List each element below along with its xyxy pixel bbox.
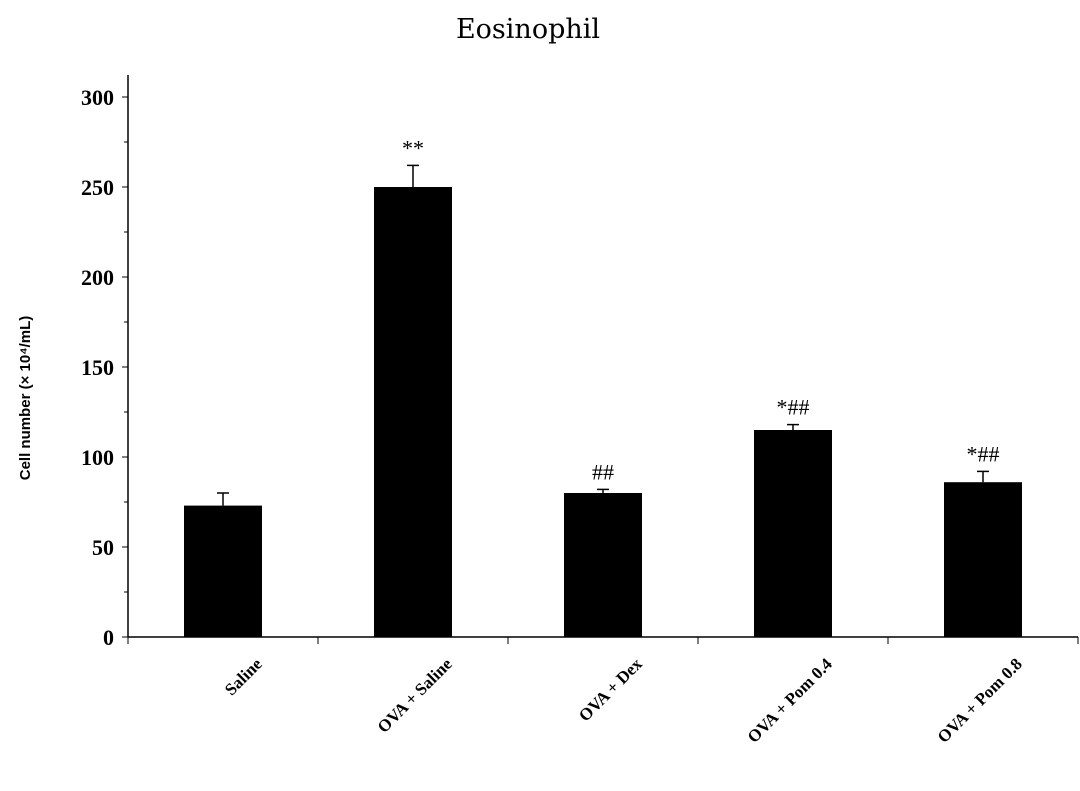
- bar-1: [184, 505, 262, 637]
- x-tick-label: OVA + Dex: [575, 654, 646, 725]
- y-tick-label: 250: [81, 175, 114, 200]
- y-tick-label: 200: [81, 265, 114, 290]
- x-tick-label: OVA + Pom 0.8: [934, 654, 1026, 746]
- y-ticks: 0 50 100 150 200 250 300: [81, 85, 128, 650]
- bars: ** ## *## *##: [184, 135, 1022, 637]
- bar-5: [944, 482, 1022, 637]
- y-tick-label: 300: [81, 85, 114, 110]
- x-ticks: Saline OVA + Saline OVA + Dex OVA + Pom 0.4…: [127, 637, 1079, 747]
- bar-2: [374, 187, 452, 637]
- x-tick-label: Saline: [221, 654, 266, 699]
- significance-label: **: [402, 135, 424, 160]
- bar-4: [754, 430, 832, 637]
- significance-label: ##: [592, 459, 614, 484]
- bar-3: [564, 493, 642, 637]
- y-tick-label: 0: [103, 625, 114, 650]
- y-tick-label: 50: [92, 535, 114, 560]
- y-tick-label: 100: [81, 445, 114, 470]
- y-axis-label: Cell number (× 10⁴/mL): [17, 316, 34, 481]
- x-tick-label: OVA + Saline: [374, 654, 457, 737]
- y-tick-label: 150: [81, 355, 114, 380]
- significance-label: *##: [777, 395, 810, 420]
- significance-label: *##: [967, 441, 1000, 466]
- chart-title: Eosinophil: [456, 14, 600, 45]
- x-tick-label: OVA + Pom 0.4: [744, 654, 837, 747]
